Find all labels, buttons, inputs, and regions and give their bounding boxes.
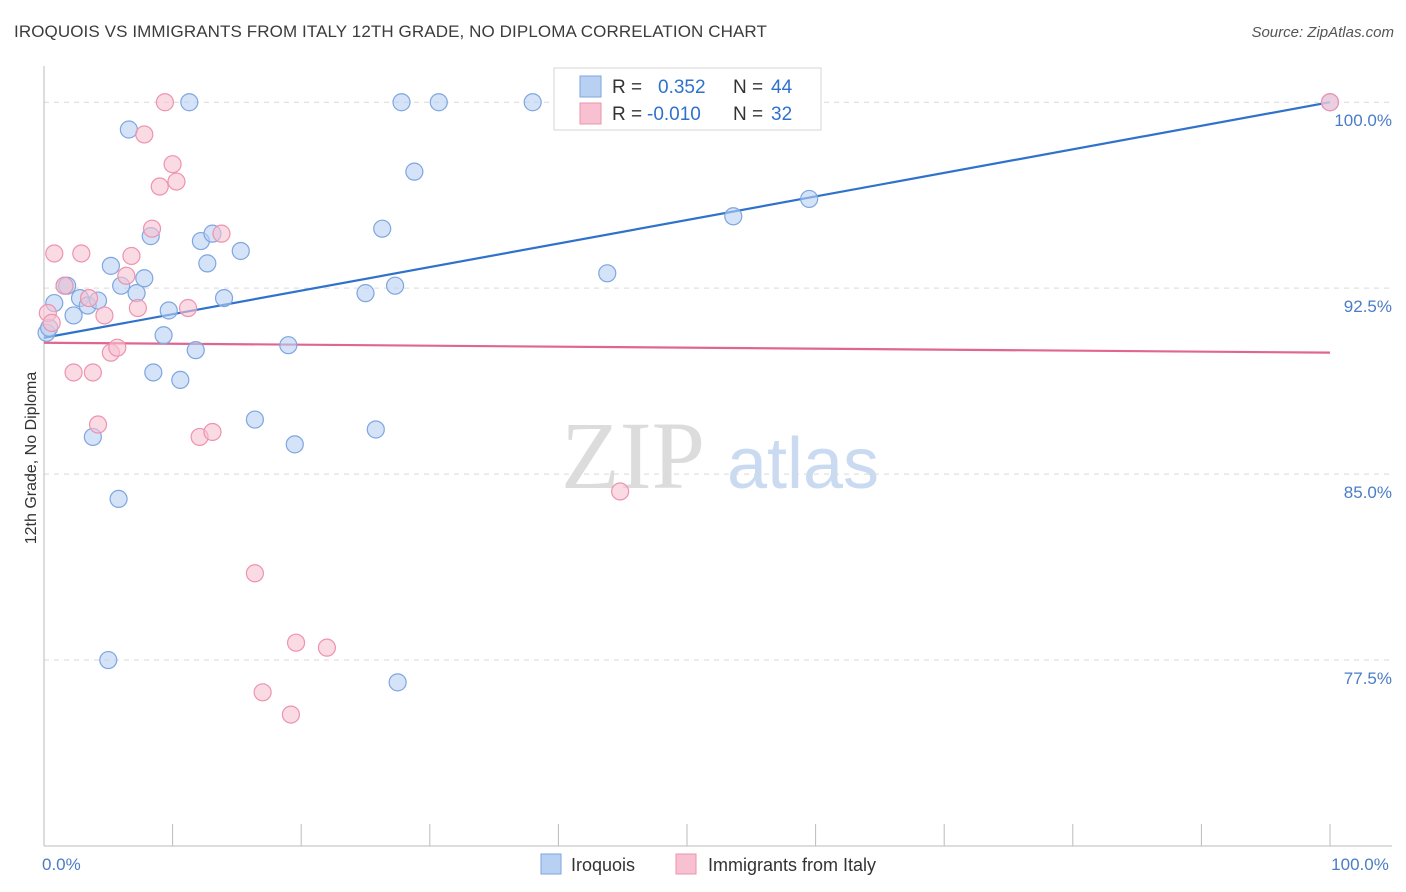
point-iroquois-33 — [366, 420, 385, 439]
chart-title: IROQUOIS VS IMMIGRANTS FROM ITALY 12TH G… — [14, 22, 767, 41]
point-iroquois-28 — [231, 241, 250, 261]
y-tick-labels: 77.5% 85.0% 92.5% 100.0% — [1334, 111, 1392, 688]
point-italy-15 — [135, 125, 154, 144]
point-iroquois-10 — [99, 650, 118, 670]
legend-n-label-2: N = — [733, 104, 763, 125]
point-italy-29 — [317, 638, 337, 657]
legend-n-value-1: 44 — [771, 77, 793, 98]
point-iroquois-36 — [388, 673, 407, 692]
point-iroquois-18 — [144, 363, 163, 382]
point-italy-5 — [72, 244, 91, 263]
point-italy-23 — [203, 422, 222, 442]
legend-r-label-1: R = — [612, 77, 642, 98]
point-italy-24 — [212, 224, 231, 243]
bottom-legend-label-italy: Immigrants from Italy — [708, 855, 876, 875]
point-italy-1 — [42, 313, 61, 332]
point-iroquois-21 — [171, 370, 190, 390]
point-italy-30 — [611, 482, 630, 501]
point-iroquois-23 — [186, 341, 205, 360]
legend-r-value-2: -0.010 — [647, 104, 701, 125]
point-iroquois-31 — [285, 435, 304, 454]
x-tick-labels: 0.0% 100.0% — [42, 855, 1389, 874]
bottom-legend-swatch-iroquois — [540, 853, 562, 875]
legend-swatch-iroquois — [579, 75, 602, 98]
watermark-zip: ZIP — [561, 402, 705, 509]
point-iroquois-11 — [101, 256, 120, 275]
point-italy-16 — [142, 219, 162, 238]
point-italy-31 — [1320, 93, 1340, 112]
point-iroquois-22 — [180, 93, 199, 112]
y-tick-label-1: 85.0% — [1344, 483, 1392, 502]
point-italy-7 — [83, 363, 102, 382]
point-italy-19 — [163, 155, 182, 174]
legend-n-label-1: N = — [733, 77, 763, 98]
point-iroquois-32 — [356, 284, 375, 303]
point-iroquois-40 — [523, 93, 542, 112]
watermark-atlas: atlas — [727, 424, 879, 504]
point-italy-26 — [253, 683, 272, 702]
bottom-legend-label-iroquois: Iroquois — [571, 855, 635, 875]
y-tick-label-0: 77.5% — [1344, 669, 1392, 688]
point-italy-9 — [95, 306, 114, 325]
data-points — [37, 93, 1340, 724]
point-italy-18 — [155, 93, 174, 112]
point-italy-12 — [117, 266, 136, 285]
x-tick-label-1: 100.0% — [1331, 855, 1389, 874]
axes — [43, 66, 1392, 847]
legend-n-value-2: 32 — [771, 104, 792, 125]
point-iroquois-19 — [154, 326, 173, 345]
point-italy-11 — [108, 338, 127, 357]
point-iroquois-27 — [214, 288, 234, 308]
point-italy-20 — [167, 172, 186, 191]
point-iroquois-37 — [392, 93, 411, 112]
trend-line-italy — [43, 341, 1331, 354]
point-iroquois-38 — [405, 162, 424, 181]
y-tick-label-3: 100.0% — [1334, 111, 1392, 130]
legend-r-value-1: 0.352 — [658, 77, 706, 98]
x-tick-label-0: 0.0% — [42, 855, 81, 874]
point-iroquois-16 — [135, 269, 154, 288]
point-iroquois-12 — [109, 489, 128, 509]
trend-line-iroquois — [43, 101, 1331, 339]
point-italy-2 — [45, 244, 64, 263]
point-italy-14 — [128, 298, 147, 318]
point-italy-4 — [64, 363, 83, 382]
legend: R = 0.352 N = 44 R = -0.010 N = 32 — [553, 67, 822, 131]
point-iroquois-34 — [373, 219, 392, 238]
point-italy-17 — [150, 177, 169, 196]
point-iroquois-14 — [119, 120, 138, 139]
trend-lines — [43, 101, 1331, 354]
point-iroquois-39 — [429, 93, 448, 112]
source-label: Source: ZipAtlas.com — [1251, 24, 1394, 41]
point-italy-3 — [55, 276, 74, 295]
y-axis-label: 12th Grade, No Diploma — [23, 372, 40, 545]
point-iroquois-20 — [159, 301, 178, 320]
bottom-legend: Iroquois Immigrants from Italy — [540, 853, 876, 875]
point-iroquois-35 — [385, 276, 405, 295]
point-italy-21 — [178, 298, 198, 318]
point-italy-13 — [122, 246, 141, 266]
grid-lines — [44, 101, 1392, 661]
point-iroquois-42 — [724, 207, 743, 226]
point-iroquois-29 — [245, 410, 265, 429]
legend-swatch-italy — [579, 102, 602, 125]
point-italy-8 — [88, 415, 108, 434]
point-iroquois-5 — [64, 306, 83, 325]
point-iroquois-43 — [800, 189, 819, 209]
point-italy-25 — [245, 564, 265, 583]
legend-r-label-2: R = — [612, 104, 642, 125]
point-italy-27 — [281, 705, 301, 724]
y-tick-label-2: 92.5% — [1344, 297, 1392, 316]
bottom-legend-swatch-italy — [675, 853, 697, 875]
zipatlas-watermark: ZIP atlas — [561, 402, 879, 509]
point-italy-28 — [286, 633, 306, 652]
point-iroquois-30 — [279, 336, 298, 355]
point-iroquois-25 — [198, 254, 217, 273]
point-iroquois-41 — [598, 264, 617, 283]
point-italy-6 — [79, 288, 99, 308]
